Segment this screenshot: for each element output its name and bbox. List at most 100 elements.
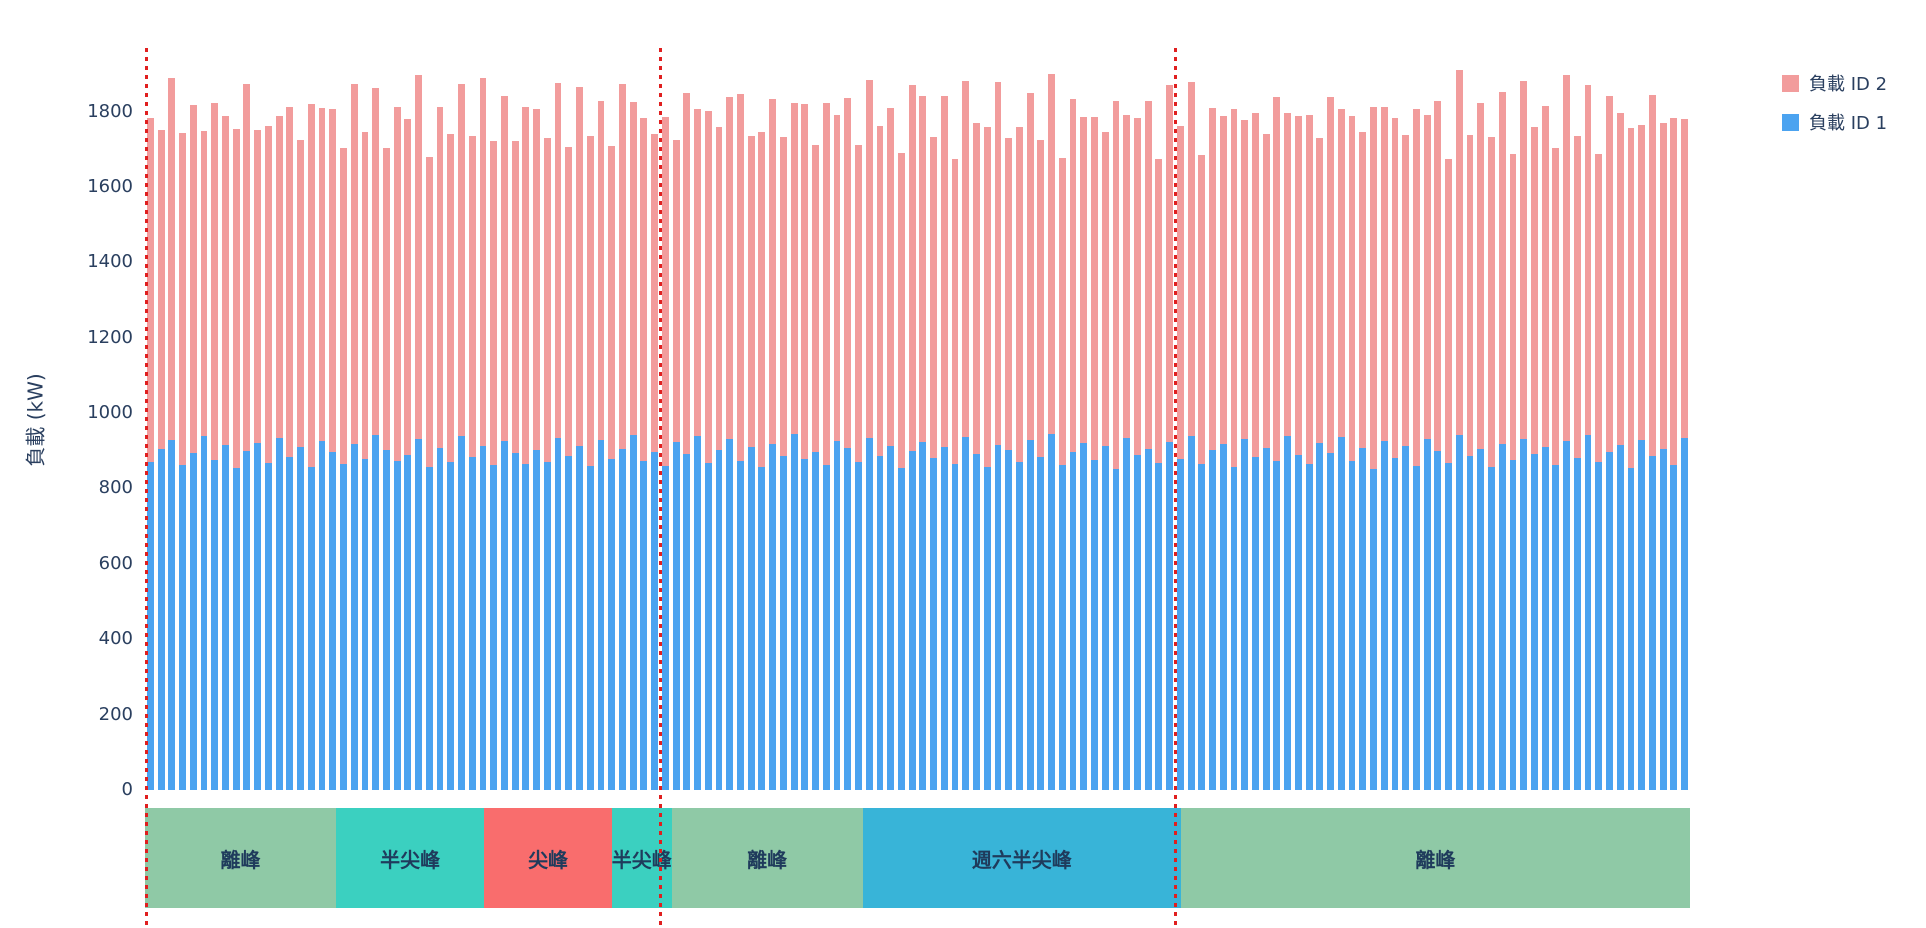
bar-load-id-2[interactable] — [1638, 124, 1646, 440]
bar-load-id-1[interactable] — [833, 440, 841, 790]
bar-load-id-2[interactable] — [1166, 84, 1174, 443]
bar-load-id-1[interactable] — [393, 460, 401, 790]
bar-load-id-1[interactable] — [264, 462, 272, 790]
bar-load-id-2[interactable] — [436, 107, 444, 449]
bar-load-id-1[interactable] — [533, 450, 541, 790]
bar-load-id-1[interactable] — [1509, 459, 1517, 790]
bar-load-id-1[interactable] — [1423, 439, 1431, 790]
bar-load-id-1[interactable] — [1176, 458, 1184, 790]
bar-load-id-1[interactable] — [318, 441, 326, 790]
bar-load-id-2[interactable] — [393, 106, 401, 461]
bar-load-id-1[interactable] — [543, 462, 551, 790]
bar-load-id-1[interactable] — [1134, 455, 1141, 790]
bar-load-id-2[interactable] — [640, 117, 648, 462]
legend-item-load-id-1[interactable]: 負載 ID 1 — [1782, 109, 1887, 135]
bar-load-id-2[interactable] — [404, 119, 412, 455]
bar-load-id-1[interactable] — [1294, 454, 1302, 790]
bar-load-id-1[interactable] — [855, 461, 862, 790]
bar-load-id-2[interactable] — [1573, 136, 1581, 459]
bar-load-id-2[interactable] — [1595, 154, 1603, 463]
bar-load-id-1[interactable] — [1015, 462, 1023, 790]
bar-load-id-2[interactable] — [1563, 75, 1571, 442]
bar-load-id-2[interactable] — [1134, 117, 1141, 456]
bar-load-id-2[interactable] — [425, 156, 433, 467]
bar-load-id-1[interactable] — [1595, 462, 1603, 790]
bar-load-id-1[interactable] — [1380, 440, 1388, 790]
bar-load-id-1[interactable] — [1488, 466, 1495, 790]
bar-load-id-2[interactable] — [168, 78, 176, 441]
bar-load-id-1[interactable] — [1348, 460, 1356, 790]
bar-load-id-2[interactable] — [146, 117, 154, 462]
bar-load-id-2[interactable] — [747, 135, 755, 447]
bar-load-id-2[interactable] — [415, 75, 423, 440]
bar-load-id-1[interactable] — [447, 462, 455, 790]
bar-load-id-1[interactable] — [1573, 458, 1581, 790]
bar-load-id-1[interactable] — [887, 445, 895, 790]
bar-load-id-2[interactable] — [1402, 134, 1410, 446]
bar-load-id-2[interactable] — [1069, 99, 1077, 452]
bar-load-id-2[interactable] — [962, 80, 970, 437]
bar-load-id-2[interactable] — [1176, 126, 1184, 459]
bar-load-id-1[interactable] — [157, 448, 165, 790]
bar-load-id-1[interactable] — [179, 464, 186, 790]
bar-load-id-1[interactable] — [1112, 468, 1120, 790]
bar-load-id-1[interactable] — [1445, 463, 1453, 790]
bar-load-id-2[interactable] — [533, 108, 541, 451]
bar-load-id-2[interactable] — [822, 103, 830, 466]
bar-load-id-2[interactable] — [597, 101, 605, 440]
bar-load-id-1[interactable] — [1058, 465, 1066, 790]
bar-load-id-2[interactable] — [865, 80, 873, 439]
bar-load-id-1[interactable] — [297, 447, 304, 790]
bar-load-id-2[interactable] — [1337, 108, 1345, 438]
bar-load-id-1[interactable] — [286, 457, 294, 790]
bar-load-id-1[interactable] — [1037, 457, 1045, 790]
bar-load-id-1[interactable] — [1080, 443, 1088, 790]
bar-load-id-1[interactable] — [758, 467, 766, 790]
bar-load-id-2[interactable] — [1262, 134, 1270, 448]
bar-load-id-2[interactable] — [1649, 95, 1656, 456]
bar-load-id-1[interactable] — [994, 444, 1002, 790]
bar-load-id-1[interactable] — [919, 441, 927, 790]
bar-load-id-1[interactable] — [1091, 460, 1098, 790]
bar-load-id-2[interactable] — [704, 110, 712, 464]
bar-load-id-2[interactable] — [1026, 93, 1034, 441]
bar-load-id-2[interactable] — [651, 133, 659, 453]
bar-load-id-1[interactable] — [1649, 455, 1656, 790]
bar-load-id-1[interactable] — [1273, 461, 1281, 790]
bar-load-id-1[interactable] — [211, 459, 219, 790]
bar-load-id-1[interactable] — [822, 465, 830, 790]
bar-load-id-1[interactable] — [1370, 468, 1377, 790]
bar-load-id-2[interactable] — [801, 104, 809, 460]
bar-load-id-2[interactable] — [1284, 113, 1292, 437]
bar-load-id-1[interactable] — [747, 446, 755, 790]
bar-load-id-2[interactable] — [1273, 97, 1281, 462]
bar-load-id-1[interactable] — [1466, 456, 1474, 790]
bar-load-id-1[interactable] — [1048, 433, 1056, 790]
bar-load-id-1[interactable] — [500, 440, 508, 790]
bar-load-id-1[interactable] — [565, 455, 573, 790]
bar-load-id-1[interactable] — [790, 434, 798, 790]
bar-load-id-1[interactable] — [1305, 463, 1313, 790]
bar-load-id-2[interactable] — [1670, 117, 1678, 466]
bar-load-id-2[interactable] — [211, 102, 219, 460]
bar-load-id-1[interactable] — [629, 435, 637, 790]
bar-load-id-2[interactable] — [447, 134, 455, 463]
bar-load-id-2[interactable] — [522, 107, 530, 464]
bar-load-id-2[interactable] — [243, 83, 251, 452]
bar-load-id-2[interactable] — [1230, 108, 1238, 468]
bar-load-id-2[interactable] — [1488, 136, 1495, 467]
bar-load-id-1[interactable] — [1681, 437, 1689, 790]
bar-load-id-1[interactable] — [586, 466, 594, 790]
bar-load-id-1[interactable] — [1327, 453, 1334, 790]
bar-load-id-1[interactable] — [779, 456, 787, 790]
bar-load-id-2[interactable] — [1219, 116, 1227, 445]
bar-load-id-1[interactable] — [737, 460, 744, 790]
bar-load-id-1[interactable] — [608, 459, 616, 790]
bar-load-id-2[interactable] — [372, 88, 380, 435]
bar-load-id-2[interactable] — [930, 136, 938, 458]
bar-load-id-2[interactable] — [361, 131, 369, 459]
bar-load-id-1[interactable] — [1627, 468, 1635, 790]
bar-load-id-2[interactable] — [1627, 128, 1635, 469]
bar-load-id-2[interactable] — [833, 114, 841, 441]
bar-load-id-1[interactable] — [576, 445, 583, 790]
